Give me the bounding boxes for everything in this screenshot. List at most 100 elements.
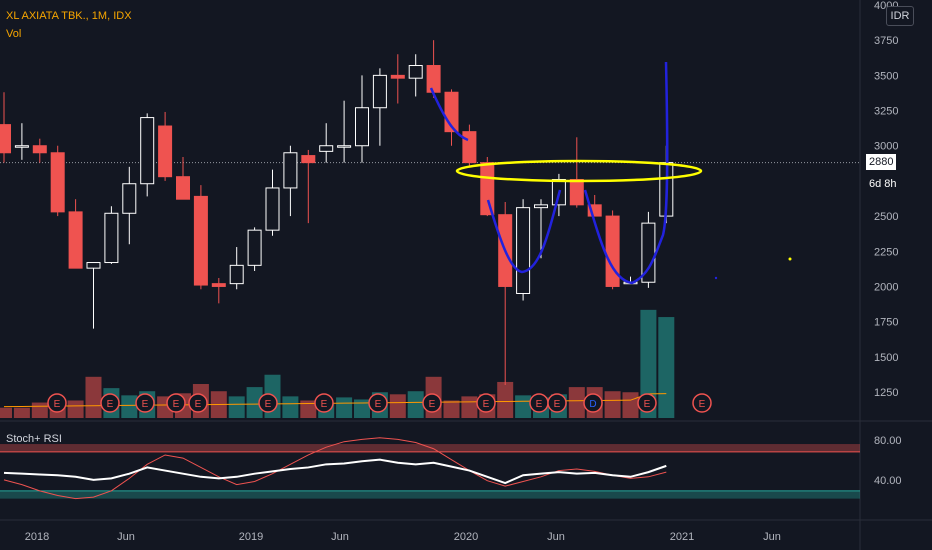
countdown-tag: 6d 8h [866, 176, 900, 192]
volume-bar [354, 399, 370, 418]
volume-bar [640, 309, 657, 418]
candle-body [86, 262, 101, 269]
price-tick-label: 3250 [874, 106, 898, 118]
candle-body [122, 183, 137, 214]
candle-body [480, 162, 495, 216]
event-marker-label: E [699, 399, 706, 410]
event-marker-label: E [483, 399, 490, 410]
candle-body [104, 212, 119, 264]
stoch-k-line [3, 458, 667, 485]
volume-bar [658, 317, 675, 418]
price-tick-label: 2250 [874, 246, 898, 258]
event-marker [476, 393, 496, 413]
volume-bar [568, 387, 585, 418]
candle-body [176, 176, 190, 200]
resistance-ellipse [455, 159, 703, 183]
volume-bar [67, 400, 84, 418]
volume-bar [13, 407, 30, 418]
event-marker [422, 393, 442, 413]
currency-button[interactable]: IDR [886, 6, 914, 26]
event-marker-label: E [536, 399, 543, 410]
event-marker-label: E [554, 399, 561, 410]
event-marker-label: E [265, 399, 272, 410]
price-tick-label: 2000 [874, 281, 898, 293]
candle-body [50, 152, 65, 213]
price-tick-label: 1500 [874, 352, 898, 364]
candle-body [68, 211, 83, 269]
volume-bar [0, 407, 12, 418]
event-marker-label: D [589, 399, 596, 410]
drawing-dot [714, 276, 718, 280]
cup-handle-drawing [429, 61, 669, 285]
stoch-oversold-band [0, 490, 860, 499]
symbol-title: XL AXIATA TBK., 1M, IDX [6, 10, 132, 22]
candle-body [193, 195, 208, 286]
time-axis-label: Jun [331, 531, 349, 543]
candle-body [516, 207, 531, 294]
candle-body [372, 74, 387, 109]
candle-body [319, 145, 334, 152]
candle-body [408, 65, 423, 79]
event-marker-label: E [429, 399, 436, 410]
volume-bar [121, 395, 138, 418]
candle-body [140, 117, 155, 185]
candle-body [247, 229, 262, 266]
volume-label: Vol [6, 28, 22, 40]
price-tick-label: 2500 [874, 211, 898, 223]
time-axis-label: 2021 [670, 531, 694, 543]
event-marker [583, 393, 603, 413]
volume-bar [300, 400, 317, 418]
candle-body [229, 264, 244, 285]
candle-body [158, 125, 173, 178]
volume-bar [622, 392, 639, 418]
event-marker-label: E [107, 399, 114, 410]
candle-body [265, 187, 280, 231]
event-marker [100, 393, 120, 413]
time-axis-label: 2019 [239, 531, 263, 543]
event-marker [47, 393, 67, 413]
volume-bar [246, 387, 263, 418]
volume-bar [443, 400, 460, 418]
event-marker-label: E [375, 399, 382, 410]
candle-body [426, 65, 441, 93]
candle-body [0, 124, 11, 154]
candle-body [14, 145, 29, 148]
stoch-rsi-label: Stoch+ RSI [6, 433, 62, 445]
stoch-tick-label: 40.00 [874, 475, 902, 487]
price-tick-label: 1750 [874, 317, 898, 329]
event-marker-label: E [195, 399, 202, 410]
event-marker [188, 393, 208, 413]
candle-body [355, 107, 369, 147]
event-marker-label: E [54, 399, 61, 410]
volume-bar [461, 396, 478, 418]
price-tick-label: 3000 [874, 141, 898, 153]
event-marker [166, 393, 186, 413]
time-axis-label: Jun [117, 531, 135, 543]
volume-bar [515, 395, 532, 418]
candle-body [587, 204, 602, 217]
drawing-dot [788, 257, 792, 261]
volume-bar [85, 376, 102, 418]
event-marker-label: E [321, 399, 328, 410]
candle-body [32, 145, 47, 154]
event-marker-label: E [142, 399, 149, 410]
event-marker [258, 393, 278, 413]
candle-body [569, 179, 584, 206]
event-marker-label: E [644, 399, 651, 410]
price-tick-label: 3500 [874, 70, 898, 82]
event-marker [368, 393, 388, 413]
volume-bar [604, 391, 621, 418]
event-marker [314, 393, 334, 413]
volume-bar [228, 396, 245, 418]
event-marker [547, 393, 567, 413]
event-marker-label: E [173, 399, 180, 410]
stoch-tick-label: 80.00 [874, 435, 902, 447]
event-marker [692, 393, 712, 413]
time-axis-label: 2018 [25, 531, 49, 543]
candle-body [462, 131, 477, 164]
volume-bar [407, 391, 424, 418]
candle-body [301, 155, 316, 164]
volume-bar [389, 394, 406, 418]
